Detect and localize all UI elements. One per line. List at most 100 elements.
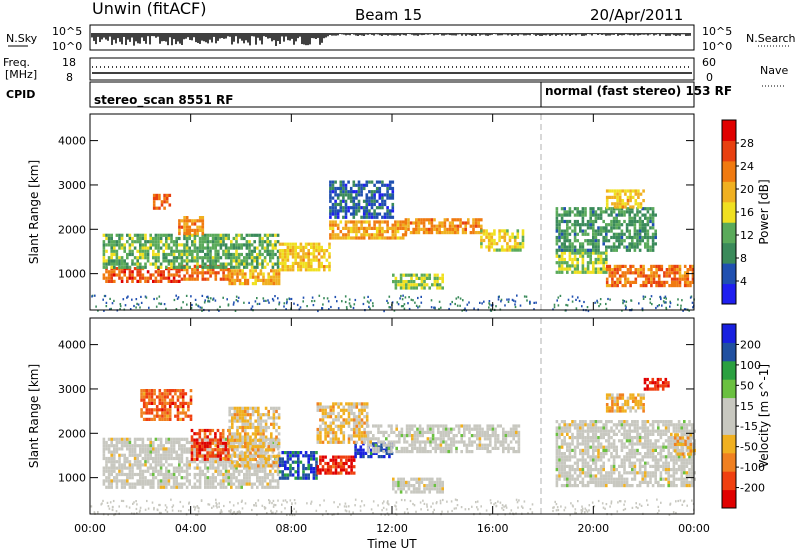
echo-cell [563, 214, 566, 217]
echo-cell [631, 239, 634, 242]
echo-cell [442, 424, 445, 427]
echo-cell [129, 483, 132, 486]
echo-cell [110, 454, 113, 457]
echo-cell [241, 461, 244, 464]
echo-cell [628, 233, 631, 236]
echo-cell [123, 273, 126, 276]
echo-cell [327, 441, 330, 444]
echo-cell [358, 184, 361, 187]
echo-cell [178, 237, 181, 240]
echo-cell [355, 209, 358, 212]
echo-cell [152, 467, 155, 470]
echo-cell [423, 277, 426, 280]
echo-cell [225, 256, 228, 259]
echo-cell [118, 438, 121, 441]
echo-cell [453, 434, 456, 437]
echo-cell [236, 272, 239, 275]
echo-cell [386, 193, 389, 196]
colorbar-tick-label: 16 [740, 206, 754, 219]
echo-cell [151, 389, 154, 392]
echo-cell [201, 442, 204, 445]
echo-cell [332, 434, 335, 437]
echo-cell [266, 473, 269, 476]
echo-cell [399, 227, 402, 230]
echo-cell [434, 274, 437, 277]
echo-cell [259, 250, 262, 253]
echo-cell [319, 459, 322, 462]
echo-cell [674, 281, 677, 284]
echo-cell [663, 271, 666, 274]
echo-cell [152, 470, 155, 473]
echo-cell [563, 249, 566, 252]
echo-cell [247, 426, 250, 429]
echo-cell [134, 447, 137, 450]
echo-cell [329, 206, 332, 209]
echo-cell [236, 455, 239, 458]
echo-cell [272, 479, 275, 482]
echo-cell [183, 229, 186, 232]
echo-cell [592, 226, 595, 229]
echo-cell [267, 276, 270, 279]
echo-cell [110, 270, 113, 273]
echo-cell [260, 445, 263, 448]
echo-cell [384, 203, 387, 206]
echo-cell [239, 458, 242, 461]
echo-cell [254, 407, 257, 410]
echo-cell [466, 450, 469, 453]
echo-cell [231, 276, 234, 279]
echo-cell [275, 276, 278, 279]
echo-cell [684, 284, 687, 287]
echo-cell [251, 259, 254, 262]
echo-cell [196, 247, 199, 250]
echo-cell [366, 230, 369, 233]
echo-cell [146, 389, 149, 392]
echo-cell [605, 252, 608, 255]
echo-cell [384, 236, 387, 239]
echo-cell [626, 223, 629, 226]
echo-cell [201, 259, 204, 262]
echo-cell [149, 451, 152, 454]
echo-cell [294, 246, 297, 249]
echo-cell [191, 250, 194, 253]
echo-cell [174, 405, 177, 408]
echo-cell [652, 220, 655, 223]
echo-cell [313, 470, 316, 473]
beam-title: Beam 15 [355, 6, 422, 24]
echo-cell [225, 463, 228, 466]
echo-cell [240, 253, 243, 256]
echo-cell [142, 447, 145, 450]
echo-cell [238, 247, 241, 250]
echo-cell [165, 247, 168, 250]
echo-cell [371, 206, 374, 209]
echo-cell [191, 486, 194, 489]
echo-cell [225, 247, 228, 250]
echo-cell [574, 268, 577, 271]
echo-cell [355, 230, 358, 233]
echo-cell [589, 242, 592, 245]
echo-cell [252, 442, 255, 445]
echo-cell [457, 225, 460, 228]
echo-cell [605, 303, 607, 305]
echo-cell [444, 221, 447, 224]
echo-cell [188, 473, 191, 476]
echo-cell [155, 234, 158, 237]
echo-cell [480, 218, 483, 221]
echo-cell [152, 451, 155, 454]
echo-cell [222, 297, 224, 299]
echo-cell [243, 473, 246, 476]
echo-cell [196, 467, 199, 470]
echo-cell [297, 457, 300, 460]
echo-cell [432, 428, 435, 431]
echo-cell [157, 463, 160, 466]
echo-cell [191, 274, 194, 277]
echo-cell [181, 454, 184, 457]
echo-cell [635, 281, 638, 284]
echo-cell [353, 412, 356, 415]
echo-cell [302, 477, 305, 480]
echo-cell [661, 265, 664, 268]
echo-cell [239, 413, 242, 416]
echo-cell [234, 413, 237, 416]
echo-cell [206, 435, 209, 438]
echo-cell [194, 278, 197, 281]
echo-cell [455, 424, 458, 427]
